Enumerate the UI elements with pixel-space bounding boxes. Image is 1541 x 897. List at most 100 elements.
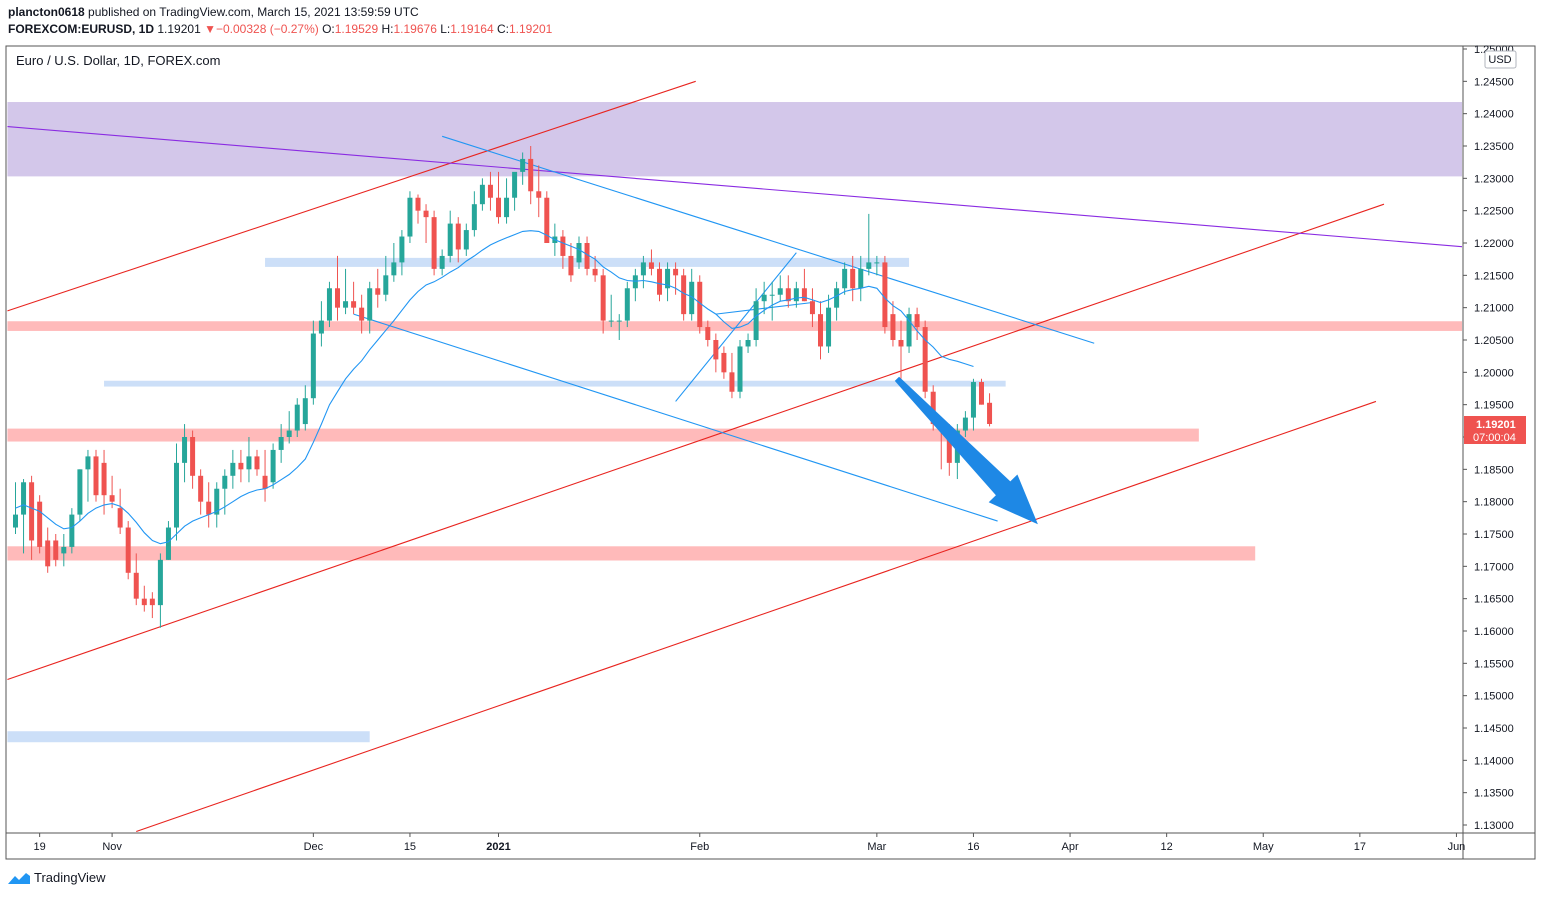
candle-body bbox=[351, 301, 357, 308]
candle-body bbox=[898, 340, 904, 347]
purple-trend-line bbox=[7, 126, 1462, 248]
candle-body bbox=[640, 262, 646, 276]
blue-trend-line bbox=[441, 135, 1095, 344]
candle-body bbox=[624, 288, 630, 321]
candle bbox=[174, 443, 179, 541]
price-tick-label: 1.15500 bbox=[1474, 658, 1514, 670]
candle-body bbox=[230, 462, 236, 476]
candle bbox=[302, 385, 308, 431]
price-tag bbox=[1464, 416, 1526, 444]
candle-body bbox=[858, 268, 864, 289]
currency-box[interactable] bbox=[1484, 50, 1517, 69]
candle-body bbox=[198, 475, 204, 502]
candle bbox=[157, 553, 163, 628]
candle bbox=[528, 146, 534, 205]
candle bbox=[182, 424, 188, 483]
candle-body bbox=[592, 268, 598, 276]
candle bbox=[745, 333, 751, 353]
candle-body bbox=[471, 204, 477, 231]
candle bbox=[834, 281, 840, 321]
candle bbox=[399, 230, 405, 276]
candle-body bbox=[270, 449, 276, 483]
candle bbox=[809, 288, 815, 328]
candle-body bbox=[310, 333, 316, 399]
candle-body bbox=[479, 184, 485, 205]
candle-body bbox=[930, 391, 936, 425]
pink-zone bbox=[7, 428, 1199, 442]
candle-body bbox=[584, 243, 590, 269]
red-trend-line bbox=[7, 80, 696, 312]
candle bbox=[198, 469, 204, 515]
candle-body bbox=[504, 197, 510, 218]
last-price: 1.19201 bbox=[157, 22, 201, 36]
candle bbox=[383, 255, 389, 302]
time-tick-label: 17 bbox=[1354, 841, 1366, 853]
candle bbox=[777, 275, 783, 302]
candle-body bbox=[673, 268, 679, 276]
candle bbox=[359, 294, 365, 334]
low-value: 1.19164 bbox=[450, 22, 494, 36]
candle-body bbox=[165, 527, 171, 560]
candle bbox=[640, 255, 646, 289]
candle-body bbox=[560, 236, 566, 256]
candle-body bbox=[487, 184, 493, 198]
candle-body bbox=[222, 475, 228, 489]
candle-body bbox=[13, 514, 18, 528]
candle-body bbox=[133, 572, 139, 599]
pink-zone bbox=[7, 546, 1256, 561]
candle bbox=[270, 443, 276, 489]
price-tick-label: 1.14500 bbox=[1474, 723, 1514, 735]
candle bbox=[866, 213, 872, 276]
candle-body bbox=[335, 288, 340, 308]
candle-body bbox=[278, 437, 284, 450]
candle bbox=[423, 204, 429, 243]
candle-body bbox=[326, 288, 332, 321]
candle-body bbox=[343, 301, 349, 308]
candle-body bbox=[455, 223, 461, 250]
candle-body bbox=[77, 469, 83, 515]
candle bbox=[544, 191, 550, 243]
candle bbox=[45, 527, 51, 573]
candle-body bbox=[922, 327, 928, 392]
candle bbox=[979, 378, 984, 405]
candle bbox=[367, 281, 373, 334]
candle-body bbox=[576, 243, 582, 263]
tradingview-logo-icon bbox=[8, 872, 30, 884]
candle bbox=[657, 262, 662, 302]
plot-area[interactable] bbox=[7, 80, 1472, 832]
author-name[interactable]: plancton0618 bbox=[8, 5, 85, 19]
symbol-label[interactable]: FOREXCOM:EURUSD, 1D bbox=[8, 22, 155, 36]
time-tick-label: 16 bbox=[967, 841, 979, 853]
purple-zone bbox=[7, 102, 1462, 177]
price-tick-label: 1.23500 bbox=[1474, 141, 1514, 153]
ohlc-legend: FOREXCOM:EURUSD, 1D 1.19201 ▼−0.00328 (−… bbox=[8, 22, 552, 36]
forecast-arrow-shape bbox=[894, 376, 1038, 525]
close-label: C: bbox=[496, 22, 509, 36]
blue-trend-line bbox=[675, 252, 797, 402]
candle-body bbox=[866, 262, 872, 269]
candle-body bbox=[391, 262, 397, 276]
candle bbox=[278, 424, 284, 463]
candle bbox=[729, 352, 735, 399]
price-tick-label: 1.19500 bbox=[1474, 400, 1514, 412]
candle-body bbox=[21, 482, 27, 515]
candle bbox=[874, 255, 880, 276]
close-value: 1.19201 bbox=[508, 22, 553, 36]
candle bbox=[890, 301, 896, 347]
footer-brand[interactable]: TradingView bbox=[34, 870, 106, 885]
candle bbox=[77, 469, 83, 522]
candle bbox=[455, 217, 461, 263]
candle-body bbox=[616, 320, 622, 322]
candle bbox=[512, 171, 518, 211]
candle bbox=[761, 281, 767, 315]
candle-body bbox=[496, 197, 501, 218]
blue-trend-line bbox=[353, 313, 998, 522]
candle bbox=[689, 268, 695, 321]
candle bbox=[560, 230, 566, 269]
candle bbox=[431, 210, 437, 276]
candle bbox=[53, 534, 59, 567]
price-axis[interactable]: 1.13000 1.13500 1.14000 1.14500 1.15000 1.155… bbox=[1463, 44, 1514, 832]
candle-body bbox=[713, 340, 719, 360]
time-axis[interactable]: 19 Nov Dec 15 2021 Feb Mar 16 Apr 12 May 17 Jun bbox=[34, 833, 1466, 853]
